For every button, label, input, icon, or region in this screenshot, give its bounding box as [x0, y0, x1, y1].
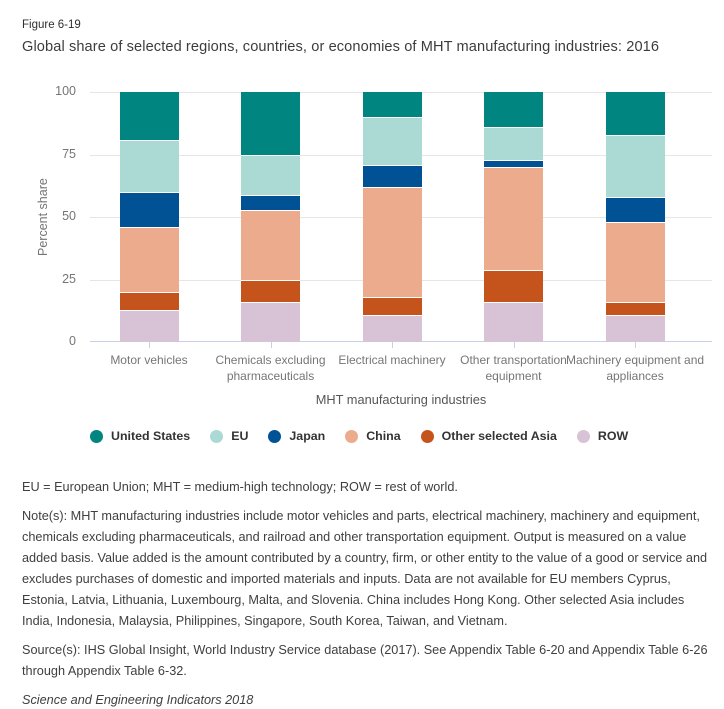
x-tick-electrical-machinery [392, 342, 393, 348]
source-paragraph: Source(s): IHS Global Insight, World Ind… [22, 643, 708, 678]
legend-item-row[interactable]: ROW [576, 429, 629, 443]
y-tick-label-100: 100 [55, 84, 76, 98]
segment-united-states[interactable] [484, 92, 543, 127]
segment-row[interactable] [362, 314, 422, 342]
x-tick-machinery-equipment-and-appliances [635, 342, 636, 348]
stacked-bar-chart: Percent share Motor vehicles Chemicals ex… [36, 84, 712, 443]
y-tick-label-0: 0 [69, 334, 76, 348]
segment-other-selected-asia[interactable] [605, 302, 665, 315]
category-label-electrical-machinery: Electrical machinery [338, 353, 446, 367]
legend-dot-united-states [90, 429, 103, 443]
abbreviations-note: EU = European Union; MHT = medium-high t… [22, 480, 458, 494]
segment-china[interactable] [484, 167, 543, 270]
segment-eu[interactable] [362, 117, 422, 165]
segment-japan[interactable] [241, 194, 300, 210]
publication-name: Science and Engineering Indicators 2018 [22, 693, 254, 707]
x-tick-motor-vehicles [149, 342, 150, 348]
segment-china[interactable] [605, 222, 665, 302]
category-label-other-transportation-equipment: Other transportation equipment [460, 353, 567, 383]
chart-legend: United States EU Japan China Other selected … [90, 429, 628, 443]
segment-eu[interactable] [484, 127, 543, 160]
segment-row[interactable] [119, 309, 179, 342]
segment-eu[interactable] [241, 154, 300, 195]
notes-paragraph: Note(s): MHT manufacturing industries in… [22, 509, 708, 628]
segment-united-states[interactable] [241, 92, 300, 155]
bar-motor-vehicles[interactable] [119, 92, 179, 342]
legend-label-united-states: United States [111, 429, 191, 443]
legend-label-other-selected-asia: Other selected Asia [441, 429, 557, 443]
segment-other-selected-asia[interactable] [362, 297, 422, 315]
segment-eu[interactable] [605, 134, 665, 197]
segment-row[interactable] [605, 314, 665, 342]
bar-electrical-machinery[interactable] [362, 92, 422, 342]
bar-machinery-equipment-and-appliances[interactable] [605, 92, 665, 342]
segment-japan[interactable] [119, 192, 179, 227]
segment-japan[interactable] [605, 197, 665, 222]
legend-item-china[interactable]: China [345, 429, 401, 443]
plot-area: Motor vehicles Chemicals excluding pharma… [90, 92, 712, 383]
segment-united-states[interactable] [605, 92, 665, 135]
figure-label: Figure 6-19 [22, 19, 81, 31]
legend-item-eu[interactable]: EU [210, 429, 248, 443]
segment-china[interactable] [362, 187, 422, 297]
segment-other-selected-asia[interactable] [484, 269, 543, 302]
x-tick-other-transportation-equipment [513, 342, 515, 348]
legend-item-other-selected-asia[interactable]: Other selected Asia [420, 429, 557, 443]
category-label-chemicals-excluding-pharmaceuticals: Chemicals excluding pharmaceuticals [215, 353, 326, 383]
footnotes: EU = European Union; MHT = medium-high t… [22, 477, 716, 709]
bar-chemicals-excluding-pharmaceuticals[interactable] [241, 92, 300, 342]
x-axis-title: MHT manufacturing industries [315, 392, 487, 407]
segment-other-selected-asia[interactable] [241, 279, 300, 302]
figure-title: Global share of selected regions, countr… [22, 39, 660, 55]
segment-china[interactable] [119, 227, 179, 292]
legend-label-row: ROW [597, 429, 629, 443]
category-label-machinery-equipment-and-appliances: Machinery equipment and appliances [565, 353, 705, 383]
legend-label-japan: Japan [289, 429, 326, 443]
legend-dot-japan [268, 429, 282, 443]
y-tick-label-25: 25 [62, 271, 76, 286]
segment-china[interactable] [241, 209, 300, 280]
segment-row[interactable] [241, 302, 300, 342]
bar-other-transportation-equipment[interactable] [484, 92, 543, 342]
legend-dot-row [576, 429, 590, 443]
legend-label-eu: EU [231, 429, 249, 443]
category-label-motor-vehicles: Motor vehicles [110, 353, 188, 367]
y-tick-label-75: 75 [62, 146, 76, 161]
segment-other-selected-asia[interactable] [119, 292, 179, 310]
segment-united-states[interactable] [362, 92, 422, 117]
segment-row[interactable] [484, 302, 543, 342]
segment-united-states[interactable] [119, 92, 179, 140]
segment-eu[interactable] [119, 139, 179, 192]
legend-dot-eu [210, 429, 224, 443]
legend-dot-other-selected-asia [420, 429, 434, 443]
y-tick-label-50: 50 [62, 209, 76, 223]
x-tick-chemicals-excluding-pharmaceuticals [270, 342, 272, 348]
legend-item-united-states[interactable]: United States [90, 429, 190, 443]
legend-label-china: China [366, 429, 401, 443]
segment-japan[interactable] [484, 159, 543, 167]
legend-item-japan[interactable]: Japan [268, 429, 325, 443]
legend-dot-china [345, 429, 359, 443]
segment-japan[interactable] [362, 164, 422, 187]
